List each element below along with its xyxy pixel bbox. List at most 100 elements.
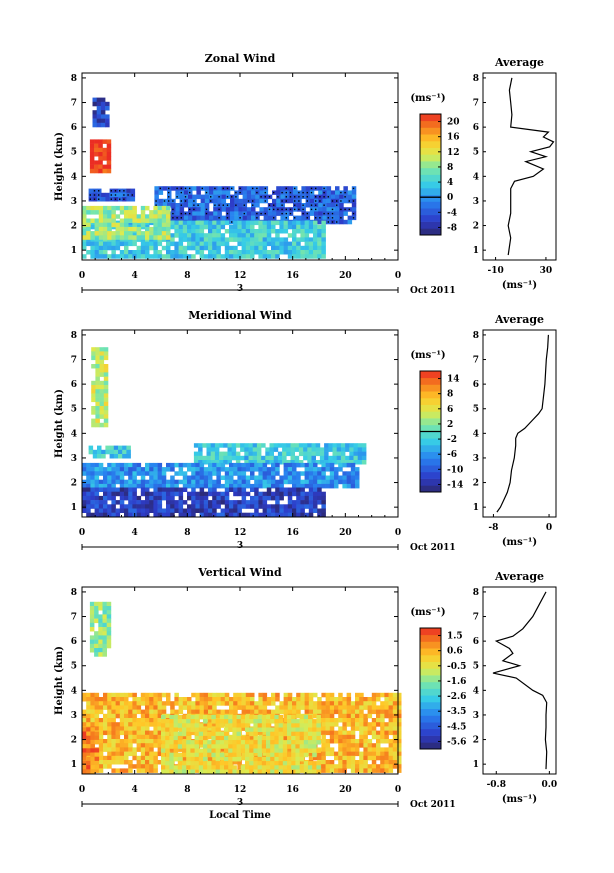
data-region: [82, 692, 402, 773]
profile-title: Average: [494, 56, 544, 69]
colorbar-segment: [420, 418, 441, 426]
profile-y-tick-label: 3: [473, 454, 479, 464]
colorbar-segment: [420, 127, 441, 135]
colorbar-tick-label: -8: [447, 223, 457, 233]
colorbar-segment: [420, 134, 441, 142]
profile-line: [496, 334, 549, 513]
profile-y-tick-label: 7: [473, 356, 479, 366]
date-label: 3: [237, 541, 243, 551]
x-tick-label: 16: [286, 785, 299, 795]
profile-x-label: (ms⁻¹): [502, 794, 537, 805]
colorbar-tick-label: -10: [447, 465, 463, 475]
colorbar-tick-label: 20: [447, 118, 460, 128]
date-label: 3: [237, 284, 243, 294]
profile-x-label: (ms⁻¹): [502, 280, 537, 291]
y-tick-label: 7: [71, 99, 77, 109]
profile-line: [507, 77, 555, 256]
colorbar-tick-label: 14: [447, 375, 460, 385]
y-axis-label: Height (km): [54, 389, 65, 458]
y-tick-label: 8: [71, 74, 77, 84]
colorbar-segment: [420, 120, 441, 128]
profile-y-tick-label: 4: [473, 429, 479, 439]
colorbar-segment: [420, 214, 441, 222]
colorbar-segment: [420, 471, 441, 479]
profile-y-tick-label: 2: [473, 479, 479, 489]
data-region: [82, 205, 171, 240]
colorbar-tick-label: -4: [447, 208, 457, 218]
profile-y-tick-label: 8: [473, 74, 479, 84]
colorbar-segment: [420, 167, 441, 175]
y-axis-label: Height (km): [54, 646, 65, 715]
profile-frame: [482, 72, 557, 261]
colorbar-tick-label: 4: [447, 178, 453, 188]
colorbar-segment: [420, 681, 441, 689]
colorbar-segment: [420, 371, 441, 379]
colorbar-tick-label: 12: [447, 148, 460, 158]
colorbar-tick-label: 16: [447, 133, 460, 143]
month-label: Oct 2011: [410, 286, 456, 296]
profile-y-tick-label: 6: [473, 637, 479, 647]
x-tick-label: 0: [395, 528, 401, 538]
profile-y-tick-label: 1: [473, 760, 479, 770]
colorbar-unit: (ms⁻¹): [410, 93, 445, 104]
y-tick-label: 1: [71, 760, 77, 770]
x-tick-label: 8: [184, 785, 190, 795]
colorbar-frame: [419, 627, 442, 750]
data-region: [193, 443, 367, 465]
colorbar-segment: [420, 208, 441, 216]
data-region: [161, 714, 321, 774]
x-axis-label: Local Time: [209, 810, 271, 821]
colorbar-segment: [420, 140, 441, 148]
colorbar-segment: [420, 438, 441, 446]
y-tick-label: 5: [71, 662, 77, 672]
colorbar-segment: [420, 465, 441, 473]
colorbar: (ms⁻¹) 14 8 6 2 -2 -6 -10 -14: [410, 350, 463, 493]
profile-y-tick-label: 4: [473, 172, 479, 182]
colorbar-segment: [420, 424, 441, 432]
colorbar: (ms⁻¹) 20 16 12 8 4 0 -4 -8: [410, 93, 460, 236]
colorbar-tick-label: 8: [447, 163, 453, 173]
colorbar-segment: [420, 444, 441, 452]
y-tick-label: 3: [71, 711, 77, 721]
colorbar-segment: [420, 384, 441, 392]
colorbar-segment: [420, 701, 441, 709]
x-tick-label: 8: [184, 528, 190, 538]
colorbar-segment: [420, 715, 441, 723]
average-profile: Average 1 2 3 4 5 6 7 8 -0.8 0.0 (ms⁻¹): [473, 570, 557, 805]
colorbar-tick-label: -2: [447, 435, 457, 445]
colorbar-tick-label: 1.5: [447, 632, 463, 642]
colorbar-tick-label: -6: [447, 450, 457, 460]
profile-y-tick-label: 1: [473, 503, 479, 513]
y-tick-label: 6: [71, 380, 77, 390]
heatmap-cells: [82, 97, 357, 259]
x-tick-label: 12: [234, 528, 247, 538]
colorbar-segment: [420, 742, 441, 750]
profile-title: Average: [494, 313, 544, 326]
data-region: [89, 601, 112, 657]
colorbar-segment: [420, 722, 441, 730]
y-tick-label: 1: [71, 246, 77, 256]
y-tick-label: 8: [71, 331, 77, 341]
colorbar-segment: [420, 114, 441, 122]
colorbar-frame: [419, 113, 442, 236]
x-tick-label: 0: [79, 785, 85, 795]
profile-y-tick-label: 6: [473, 123, 479, 133]
average-profile: Average 1 2 3 4 5 6 7 8 -8 0 (ms⁻¹): [473, 313, 557, 548]
x-tick-label: 8: [184, 271, 190, 281]
profile-y-tick-label: 2: [473, 222, 479, 232]
colorbar-segment: [420, 708, 441, 716]
y-tick-label: 4: [71, 172, 77, 182]
x-tick-label: 0: [395, 785, 401, 795]
colorbar-tick-label: -3.5: [447, 707, 466, 717]
heatmap-cells: [82, 601, 402, 774]
colorbar-segment: [420, 161, 441, 169]
colorbar-segment: [420, 735, 441, 743]
profile-y-tick-label: 8: [473, 331, 479, 341]
profile-y-tick-label: 3: [473, 711, 479, 721]
profile-y-tick-label: 7: [473, 99, 479, 109]
y-tick-label: 6: [71, 123, 77, 133]
colorbar-segment: [420, 404, 441, 412]
y-tick-label: 7: [71, 613, 77, 623]
